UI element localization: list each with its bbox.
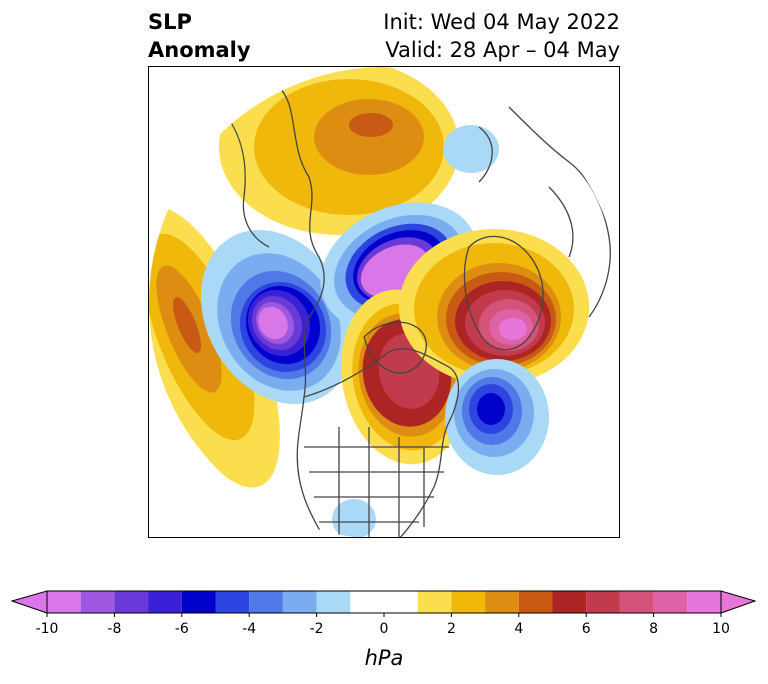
title-anomaly: Anomaly: [148, 38, 251, 62]
colorbar-bin: [282, 591, 317, 613]
colorbar-bin: [148, 591, 182, 613]
colorbar-bin: [47, 591, 81, 613]
title-left: SLP Anomaly: [148, 8, 251, 64]
coastlines: [208, 86, 611, 537]
colorbar-tick-label: 6: [582, 621, 591, 635]
map-panel: [148, 66, 620, 538]
negative-center-mexico: [332, 499, 376, 537]
positive-center-greenland: [399, 229, 589, 385]
colorbar-tick-label: 4: [514, 621, 523, 635]
colorbar-bin: [518, 591, 553, 613]
colorbar-tick-label: -6: [175, 621, 189, 635]
colorbar-tick-label: 8: [649, 621, 658, 635]
colorbar-tick-label: -10: [36, 621, 59, 635]
colorbar-tick-label: -8: [107, 621, 121, 635]
colorbar-tick-label: -4: [242, 621, 256, 635]
colorbar: -10 -8 -6 -4 -2 0 2 4 6 8 10: [10, 590, 757, 635]
colorbar-bin: [417, 591, 452, 613]
valid-period: Valid: 28 Apr – 04 May: [385, 38, 620, 62]
title-right: Init: Wed 04 May 2022 Valid: 28 Apr – 04…: [383, 8, 620, 64]
colorbar-bin: [586, 591, 620, 613]
positive-center-west-pacific: [149, 206, 280, 488]
colorbar-bin: [181, 591, 216, 613]
anomaly-map: [149, 67, 611, 537]
colorbar-tick-label: -2: [310, 621, 324, 635]
negative-center-north-pacific: [200, 229, 354, 405]
colorbar-extend-min-arrow: [10, 590, 48, 614]
colorbar-bin: [552, 591, 587, 613]
colorbar-bin: [485, 591, 519, 613]
colorbar-tick-label: 0: [380, 621, 389, 635]
colorbar-tick-label: 2: [447, 621, 456, 635]
colorbar-tick-label: 10: [712, 621, 730, 635]
colorbar-bin: [80, 591, 115, 613]
title-variable: SLP: [148, 10, 192, 34]
colorbar-bin: [653, 591, 688, 613]
negative-center-north-atlantic: [445, 359, 549, 475]
colorbar-bin: [316, 591, 351, 613]
colorbar-bin: [687, 591, 721, 613]
colorbar-bin: [451, 591, 486, 613]
colorbar-bin: [619, 591, 654, 613]
colorbar-bin: [249, 591, 283, 613]
colorbar-bin: [350, 591, 418, 613]
positive-center-siberia: [219, 67, 459, 235]
colorbar-bin: [215, 591, 250, 613]
colorbar-extend-max-arrow: [720, 590, 757, 614]
negative-center-europe: [443, 125, 499, 173]
colorbar-bin: [114, 591, 149, 613]
init-date: Init: Wed 04 May 2022: [383, 10, 620, 34]
colorbar-unit-label: hPa: [364, 646, 404, 670]
